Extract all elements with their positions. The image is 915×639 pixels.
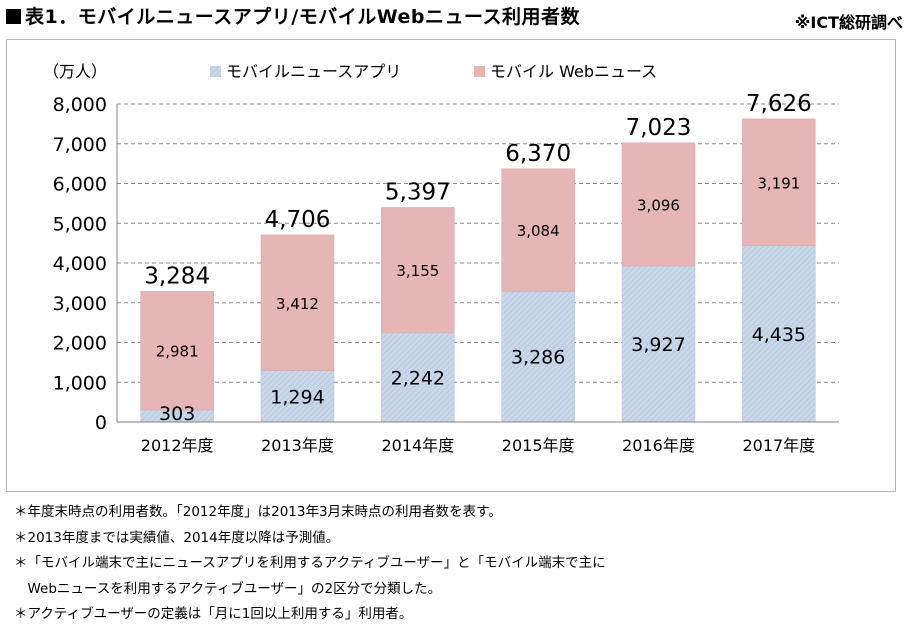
x-tick-label: 2012年度 bbox=[141, 436, 214, 455]
segment-value-label: 3,084 bbox=[517, 222, 560, 240]
footnote: ＊アクティブユーザーの定義は「月に1回以上利用する」利用者。 bbox=[14, 606, 413, 622]
bar-segment bbox=[260, 234, 335, 371]
segment-value-label: 2,981 bbox=[156, 343, 199, 361]
y-tick-label: 5,000 bbox=[53, 213, 107, 235]
page-title: 表1．モバイルニュースアプリ/モバイルWebニュース利用者数 bbox=[6, 2, 580, 29]
total-value-label: 5,397 bbox=[385, 179, 451, 205]
segment-value-label: 1,294 bbox=[270, 386, 324, 408]
segment-value-label: 3,096 bbox=[637, 196, 680, 214]
y-tick-label: 2,000 bbox=[53, 333, 107, 355]
bar-segment bbox=[260, 370, 335, 423]
bar-segment bbox=[742, 245, 816, 423]
y-tick-label: 6,000 bbox=[53, 174, 107, 196]
footnote: ＊「モバイル端末で主にニュースアプリを利用するアクティブユーザー」と「モバイル端… bbox=[14, 555, 606, 571]
x-tick-label: 2016年度 bbox=[622, 436, 695, 455]
y-tick-label: 4,000 bbox=[53, 253, 107, 275]
bar-segment bbox=[381, 207, 455, 334]
chart-frame: 0 1,000 2,000 3,000 4,000 5,000 6,000 7,000 8,00… bbox=[6, 39, 896, 492]
bar-segment bbox=[501, 168, 575, 292]
x-tick-label: 2015年度 bbox=[502, 436, 575, 455]
page-title-text: 表1．モバイルニュースアプリ/モバイルWebニュース利用者数 bbox=[25, 6, 581, 28]
total-value-label: 7,626 bbox=[746, 91, 812, 117]
y-tick-label: 8,000 bbox=[53, 94, 107, 116]
x-tick-label: 2014年度 bbox=[381, 436, 454, 455]
y-tick-label: 3,000 bbox=[53, 293, 107, 315]
bar-segment bbox=[621, 265, 696, 423]
segment-value-label: 3,927 bbox=[631, 334, 685, 356]
segment-value-label: 3,286 bbox=[511, 347, 565, 369]
footnote: ＊年度末時点の利用者数。「2012年度」は2013年3月末時点の利用者数を表す。 bbox=[14, 504, 502, 520]
bar-segment bbox=[621, 142, 696, 267]
segment-value-label: 3,412 bbox=[276, 295, 319, 313]
segment-value-label: 2,242 bbox=[391, 367, 445, 389]
total-value-label: 6,370 bbox=[505, 141, 571, 167]
source-note: ※ICT総研調べ bbox=[794, 13, 903, 32]
y-tick-label: 1,000 bbox=[53, 372, 107, 394]
legend-label: モバイル Webニュース bbox=[490, 62, 657, 81]
legend-swatch bbox=[210, 66, 221, 77]
total-value-label: 3,284 bbox=[144, 263, 210, 289]
total-value-label: 7,023 bbox=[626, 115, 692, 141]
segment-value-label: 303 bbox=[159, 403, 195, 425]
y-tick-label: 0 bbox=[95, 412, 107, 434]
footnote: Webニュースを利用するアクティブユーザー」の2区分で分類した。 bbox=[14, 580, 442, 597]
stacked-bar-chart: 0 1,000 2,000 3,000 4,000 5,000 6,000 7,000 8,00… bbox=[43, 62, 839, 455]
legend-swatch bbox=[474, 66, 485, 77]
segment-value-label: 3,155 bbox=[396, 262, 439, 280]
footnotes: ＊年度末時点の利用者数。「2012年度」は2013年3月末時点の利用者数を表す。… bbox=[14, 500, 606, 628]
bar-segment bbox=[501, 291, 575, 423]
x-tick-label: 2017年度 bbox=[742, 436, 815, 455]
total-value-label: 4,706 bbox=[265, 207, 331, 233]
segment-value-label: 4,435 bbox=[752, 324, 806, 346]
bar-segment bbox=[742, 118, 816, 246]
segment-value-label: 3,191 bbox=[757, 174, 800, 192]
y-tick-label: 7,000 bbox=[53, 134, 107, 156]
footnote: ＊2013年度までは実績値、2014年度以降は予測値。 bbox=[14, 529, 340, 546]
bar-segment bbox=[381, 332, 455, 423]
title-square-icon bbox=[6, 9, 21, 24]
y-unit-label: （万人） bbox=[43, 62, 107, 81]
x-tick-label: 2013年度 bbox=[261, 436, 334, 455]
bar-segment bbox=[140, 291, 214, 411]
legend-label: モバイルニュースアプリ bbox=[226, 62, 401, 81]
